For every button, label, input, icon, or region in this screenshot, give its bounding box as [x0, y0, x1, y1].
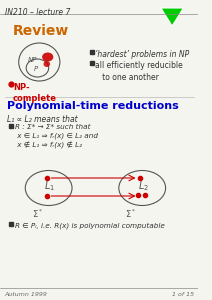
Text: R ∈ Pₗ, i.e. R(x) is polynomial computable: R ∈ Pₗ, i.e. R(x) is polynomial computab…: [15, 222, 165, 229]
Text: 1 of 15: 1 of 15: [172, 292, 194, 297]
Text: NP: NP: [28, 57, 38, 63]
Text: P: P: [34, 66, 38, 72]
Text: Polynomial-time reductions: Polynomial-time reductions: [7, 101, 179, 111]
Text: $L_1$: $L_1$: [44, 179, 55, 193]
Polygon shape: [161, 8, 183, 26]
Text: ’hardest’ problems in ΝP: ’hardest’ problems in ΝP: [95, 50, 190, 59]
Text: R : Σ* → Σ* such that
 x ∈ L₁ ⇒ fᵣ(x) ∈ L₂ and
 x ∉ L₁ ⇒ fᵣ(x) ∉ L₂: R : Σ* → Σ* such that x ∈ L₁ ⇒ fᵣ(x) ∈ L…: [15, 124, 98, 149]
Text: IN210 – lecture 7: IN210 – lecture 7: [5, 8, 70, 17]
Text: $L_2$: $L_2$: [138, 179, 149, 193]
Text: all efficiently reducible
   to one another: all efficiently reducible to one another: [95, 61, 183, 82]
Text: $\Sigma^*$: $\Sigma^*$: [32, 208, 43, 220]
Text: Autumn 1999: Autumn 1999: [5, 292, 47, 297]
Text: $\Sigma^*$: $\Sigma^*$: [125, 208, 137, 220]
Text: NP-
complete: NP- complete: [13, 83, 57, 103]
Text: Review: Review: [13, 24, 69, 38]
Text: L₁ ∝ L₂ means that: L₁ ∝ L₂ means that: [7, 115, 78, 124]
Ellipse shape: [43, 61, 50, 67]
Ellipse shape: [42, 52, 53, 62]
